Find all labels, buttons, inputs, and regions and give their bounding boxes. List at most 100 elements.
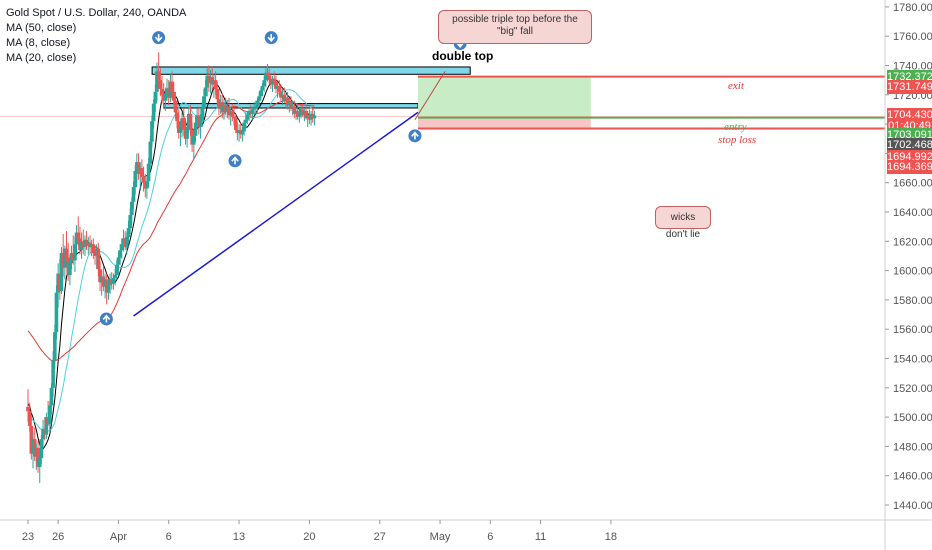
candle-body [145, 181, 149, 189]
candle-body [289, 102, 293, 108]
price-tag: 1704.430 [887, 108, 932, 123]
candle-body [26, 406, 30, 412]
x-tick-label: 18 [605, 531, 617, 543]
candle-body [156, 71, 161, 81]
candle-body [277, 86, 282, 92]
candle-body [200, 107, 204, 122]
candle-body [252, 107, 256, 110]
trendline [133, 111, 419, 317]
candle-body [48, 405, 52, 425]
candle-body [51, 359, 55, 388]
candle-body [233, 118, 238, 130]
exit-zone [417, 76, 591, 118]
x-tick-label: 11 [535, 531, 546, 543]
up-arrow-marker-2 [99, 312, 113, 326]
candle-body [274, 81, 278, 89]
wicks-pointer [414, 71, 446, 120]
double-top-label: double top [432, 49, 493, 63]
candle-body [91, 244, 96, 254]
candle-body [111, 277, 116, 284]
candle-body [151, 103, 156, 122]
up-arrow-icon [411, 131, 419, 140]
candle-body [198, 121, 203, 128]
chart-title: Gold Spot / U.S. Dollar, 240, OANDA [6, 7, 187, 19]
candle-body [171, 91, 176, 101]
candle-body [245, 115, 250, 120]
up-arrow-icon [102, 314, 111, 323]
candle-body [240, 131, 245, 135]
price-tag: 1702.468 [887, 138, 932, 153]
candle-body [140, 168, 144, 177]
wicks-text: wicks don't lie [665, 212, 701, 240]
candle-body [53, 332, 57, 360]
y-tick-label: 1480.000 [893, 441, 932, 453]
candle-body [243, 119, 248, 123]
candle-body [27, 411, 32, 426]
candle-body [292, 106, 297, 114]
candle-body [267, 75, 271, 81]
ma50-line [27, 100, 315, 362]
candle-body [213, 80, 218, 89]
double-top-zone [151, 66, 471, 75]
chart-legend: Gold Spot / U.S. Dollar, 240, OANDA MA (… [6, 6, 186, 66]
candle-body [124, 236, 129, 248]
y-tick-label: 1760.000 [893, 31, 932, 43]
y-tick-label: 1580.000 [893, 295, 932, 307]
candle-body [158, 80, 163, 89]
candle-body [106, 285, 111, 293]
down-arrow-icon [154, 34, 163, 43]
candle-body [163, 93, 168, 101]
candle-body [250, 109, 255, 114]
y-tick-label: 1540.000 [893, 354, 932, 366]
candle-body [175, 112, 179, 122]
candle-body [285, 97, 290, 106]
candle-body [265, 72, 270, 76]
candle-body [146, 163, 151, 182]
candle-body [202, 96, 206, 108]
candle-body [193, 122, 198, 136]
y-tick-label: 1640.000 [893, 207, 932, 219]
candle-body [37, 458, 42, 467]
x-tick-label: 27 [374, 531, 386, 543]
triple-top-callout: possible triple top before the "big" fal… [438, 10, 592, 44]
candle-body [73, 244, 77, 261]
candle-body [188, 113, 193, 130]
legend-ma20: MA (20, close) [6, 52, 77, 64]
candle-body [192, 135, 196, 145]
down-arrow-icon [267, 34, 276, 43]
up-arrow-icon [231, 156, 239, 165]
candle-body [232, 116, 236, 119]
candle-body [173, 100, 178, 113]
candle-body [153, 91, 158, 104]
candle-body [227, 106, 231, 116]
y-tick-label: 1460.000 [893, 471, 932, 483]
x-tick-label: 26 [52, 531, 64, 543]
candle-body [128, 214, 133, 229]
x-tick-label: 23 [22, 531, 34, 543]
wicks-callout: wicks don't lie [655, 206, 711, 240]
candle-body [254, 106, 258, 108]
candle-body [114, 264, 119, 275]
candle-body [181, 118, 186, 130]
candles-layer [26, 52, 317, 484]
candle-body [259, 90, 263, 97]
candle-body [262, 80, 266, 87]
y-tick-label: 1440.000 [893, 500, 932, 512]
candle-body [215, 88, 220, 100]
candle-body [242, 122, 246, 132]
y-tick-label: 1520.000 [893, 383, 932, 395]
candle-body [304, 110, 308, 119]
candle-body [44, 417, 49, 435]
y-tick-label: 1780.000 [893, 2, 932, 14]
legend-ma50: MA (50, close) [6, 22, 77, 34]
candle-body [312, 115, 317, 119]
x-tick-label: 6 [487, 531, 493, 543]
price-tag: 1694.369 [887, 160, 932, 175]
candle-body [155, 71, 159, 92]
y-tick-label: 1620.000 [893, 236, 932, 248]
candle-body [185, 127, 189, 139]
candle-body [63, 248, 67, 268]
x-tick-label: 6 [166, 531, 172, 543]
